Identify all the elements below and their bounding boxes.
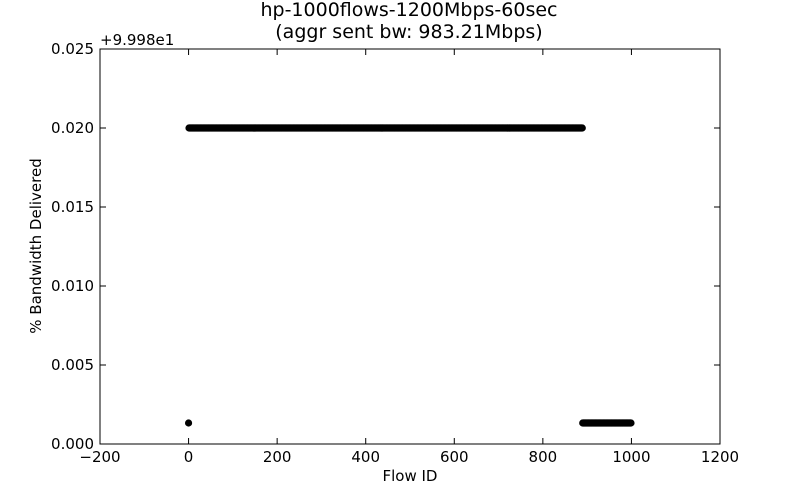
y-tick-label: 0.000 [51, 435, 94, 453]
x-tick-label: 1000 [612, 448, 650, 466]
y-axis-ticks: 0.000 0.005 0.010 0.015 0.020 0.025 [51, 40, 720, 453]
data-point [578, 124, 586, 132]
y-tick-label: 0.025 [51, 40, 94, 58]
y-tick-label: 0.005 [51, 356, 94, 374]
chart-title-line1: hp-1000flows-1200Mbps-60sec [260, 0, 557, 21]
x-tick-label: 1200 [701, 448, 739, 466]
x-axis-ticks: −200 0 200 400 600 800 1000 1200 [79, 49, 739, 466]
y-axis-label: % Bandwidth Delivered [27, 158, 45, 333]
y-tick-label: 0.015 [51, 198, 94, 216]
y-tick-label: 0.010 [51, 277, 94, 295]
data-point [184, 419, 193, 427]
plot-frame [99, 48, 721, 445]
x-axis-label: Flow ID [383, 467, 438, 485]
x-tick-label: 0 [184, 448, 194, 466]
x-tick-label: −200 [79, 448, 120, 466]
data-point [627, 419, 635, 427]
x-tick-label: 600 [440, 448, 469, 466]
x-tick-label: 400 [351, 448, 380, 466]
y-offset-label: +9.998e1 [100, 31, 174, 49]
y-tick-label: 0.020 [51, 119, 94, 137]
x-tick-label: 200 [263, 448, 292, 466]
x-tick-label: 800 [529, 448, 558, 466]
chart-title-line2: (aggr sent bw: 983.21Mbps) [275, 21, 542, 43]
data-points [184, 124, 635, 427]
